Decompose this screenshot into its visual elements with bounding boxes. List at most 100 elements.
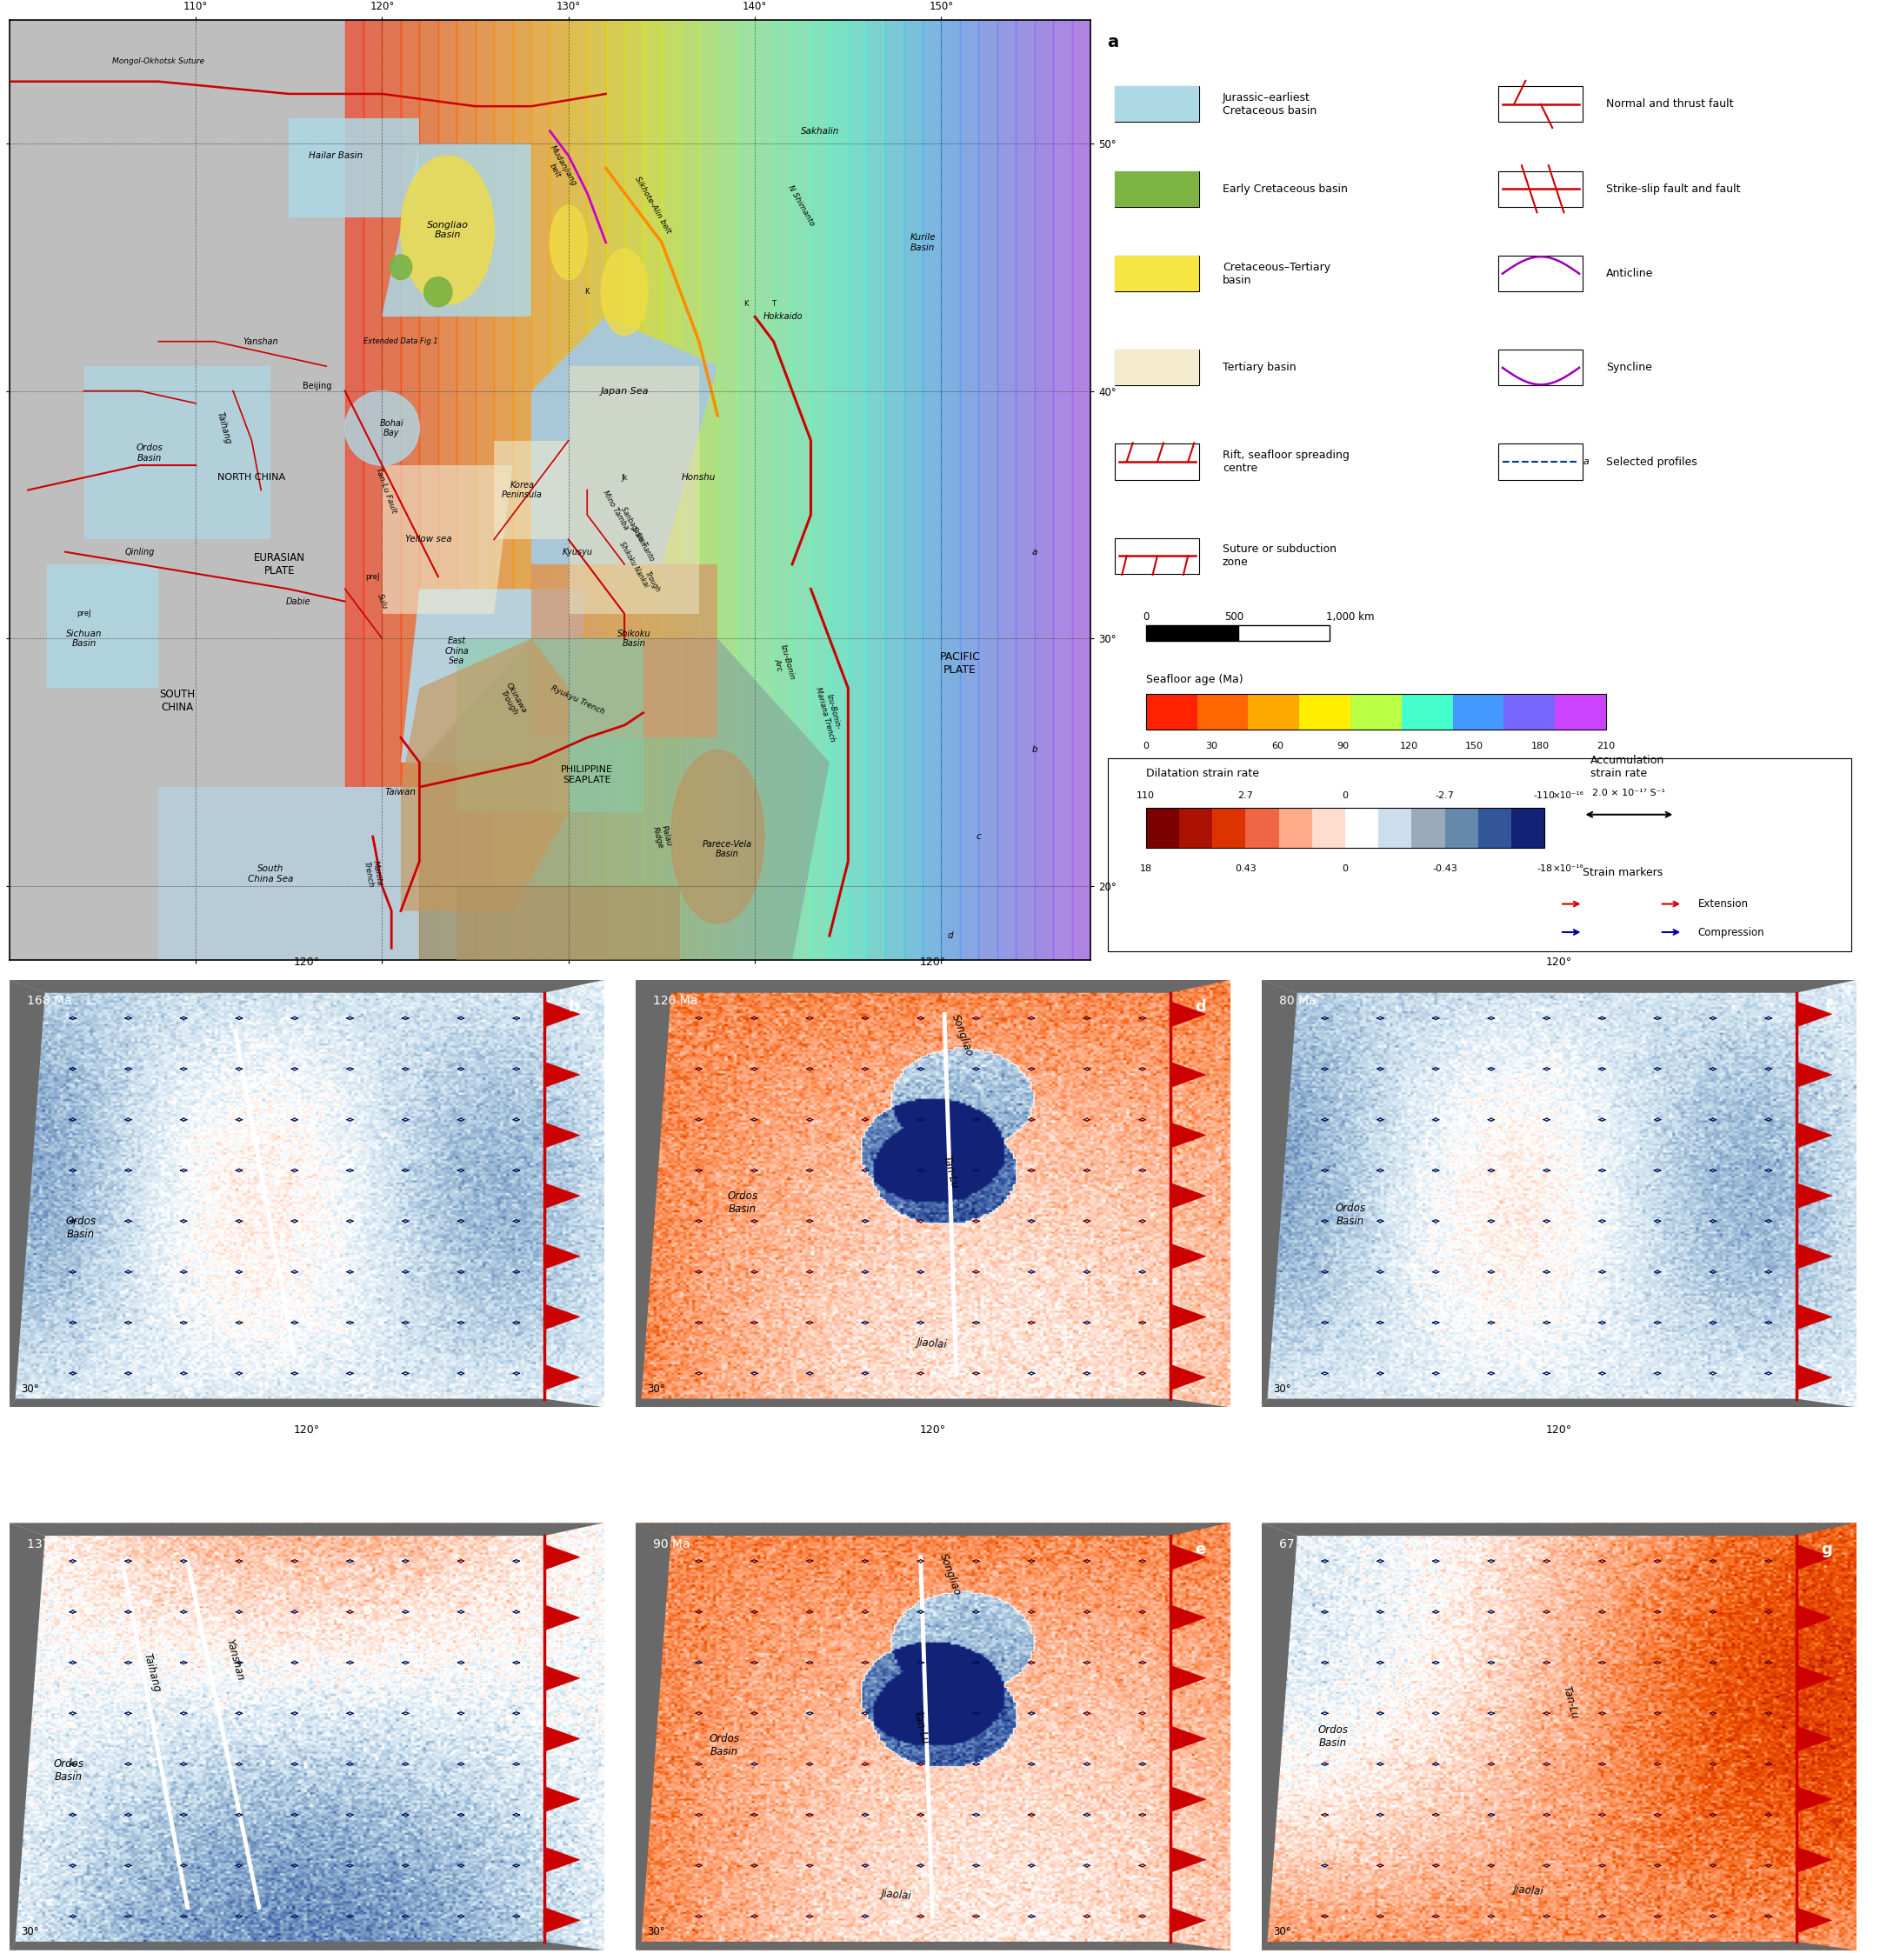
Text: -18: -18: [1536, 864, 1553, 872]
Text: Taiwan: Taiwan: [385, 788, 417, 796]
Bar: [756, 20, 773, 960]
Polygon shape: [635, 980, 671, 1407]
Polygon shape: [158, 788, 419, 960]
Text: T: T: [771, 300, 776, 308]
Text: 120°: 120°: [919, 1425, 946, 1435]
Bar: [551, 20, 568, 960]
Text: Taihang: Taihang: [214, 412, 233, 445]
Bar: [624, 20, 643, 960]
Text: Shikoku Nankai: Shikoku Nankai: [619, 541, 650, 588]
Polygon shape: [419, 639, 829, 960]
Bar: [867, 20, 885, 960]
Polygon shape: [1261, 1942, 1856, 1950]
Polygon shape: [1169, 1123, 1205, 1149]
Text: SOUTH
CHINA: SOUTH CHINA: [160, 688, 196, 713]
Text: preJ: preJ: [77, 610, 90, 617]
Polygon shape: [1169, 1303, 1205, 1329]
Text: f: f: [1825, 1000, 1831, 1015]
Text: c: c: [570, 1543, 579, 1558]
Polygon shape: [543, 1605, 579, 1631]
Bar: [1378, 808, 1412, 847]
Polygon shape: [543, 1907, 579, 1933]
Bar: [810, 20, 829, 960]
Text: PHILIPPINE
SEAPLATE: PHILIPPINE SEAPLATE: [560, 764, 613, 784]
Text: 120: 120: [1399, 741, 1418, 751]
Polygon shape: [1169, 1605, 1205, 1631]
Text: Korea
Peninsula: Korea Peninsula: [502, 480, 541, 500]
Polygon shape: [1795, 1727, 1831, 1752]
Text: g: g: [1820, 1543, 1831, 1558]
Text: Tertiary basin: Tertiary basin: [1222, 363, 1295, 372]
Ellipse shape: [551, 206, 587, 280]
Bar: [457, 20, 476, 960]
Bar: [942, 20, 961, 960]
Text: 120 Ma: 120 Ma: [652, 996, 697, 1007]
Polygon shape: [400, 590, 587, 762]
Text: Mino Tamba: Mino Tamba: [602, 488, 630, 531]
Ellipse shape: [344, 390, 419, 465]
Bar: [587, 20, 605, 960]
Bar: [1115, 443, 1199, 480]
Text: 180: 180: [1530, 741, 1549, 751]
Bar: [773, 20, 791, 960]
Bar: [438, 20, 457, 960]
Polygon shape: [543, 1062, 579, 1088]
Bar: [1248, 694, 1299, 729]
Text: 30°: 30°: [1273, 1927, 1292, 1936]
Polygon shape: [1169, 1907, 1205, 1933]
Polygon shape: [1261, 980, 1856, 994]
Polygon shape: [9, 1399, 603, 1407]
Text: Qinling: Qinling: [124, 547, 154, 557]
Text: Tan-Lu Fault: Tan-Lu Fault: [374, 466, 399, 514]
Bar: [643, 20, 662, 960]
Bar: [1115, 349, 1199, 386]
Text: Selected profiles: Selected profiles: [1606, 457, 1698, 466]
Polygon shape: [9, 980, 603, 994]
Text: 0.43: 0.43: [1235, 864, 1256, 872]
Bar: [400, 20, 419, 960]
Bar: [494, 20, 513, 960]
Bar: [1145, 625, 1237, 641]
Bar: [885, 20, 904, 960]
Bar: [904, 20, 923, 960]
Bar: [1299, 694, 1350, 729]
Text: Tan-Lu: Tan-Lu: [1560, 1684, 1581, 1721]
Polygon shape: [85, 367, 271, 539]
Polygon shape: [1169, 1544, 1205, 1570]
Polygon shape: [543, 1727, 579, 1752]
Polygon shape: [543, 1364, 579, 1390]
Bar: [681, 20, 699, 960]
Text: a: a: [1583, 457, 1589, 466]
Text: ×10⁻¹⁶: ×10⁻¹⁶: [1553, 792, 1583, 800]
Polygon shape: [1795, 1786, 1831, 1813]
Text: 110: 110: [1137, 792, 1154, 800]
Text: 67 Ma: 67 Ma: [1278, 1539, 1316, 1550]
Text: 120°: 120°: [919, 956, 946, 968]
Bar: [513, 20, 532, 960]
Text: Rift, seafloor spreading
centre: Rift, seafloor spreading centre: [1222, 449, 1350, 474]
Text: b: b: [1032, 745, 1038, 755]
Bar: [1115, 537, 1199, 574]
Polygon shape: [635, 1523, 671, 1950]
Polygon shape: [9, 1523, 45, 1950]
Text: Kyusyu: Kyusyu: [562, 547, 592, 557]
Text: Sichuan
Basin: Sichuan Basin: [66, 629, 102, 649]
Bar: [1115, 86, 1199, 122]
Polygon shape: [532, 564, 718, 737]
Polygon shape: [1169, 1062, 1205, 1088]
Polygon shape: [1169, 1666, 1205, 1691]
Bar: [1015, 20, 1034, 960]
Text: Ordos
Basin: Ordos Basin: [1335, 1203, 1365, 1227]
Polygon shape: [1795, 1605, 1831, 1631]
Text: Ordos
Basin: Ordos Basin: [1318, 1725, 1348, 1748]
Text: 60: 60: [1271, 741, 1284, 751]
Bar: [1498, 443, 1583, 480]
Ellipse shape: [389, 255, 412, 280]
Polygon shape: [543, 1184, 579, 1209]
Text: 0: 0: [1342, 792, 1348, 800]
Polygon shape: [1169, 1727, 1205, 1752]
Polygon shape: [1795, 1184, 1831, 1209]
Text: Tan-Lu: Tan-Lu: [910, 1711, 931, 1746]
Bar: [829, 20, 848, 960]
Text: Yellow sea: Yellow sea: [406, 535, 451, 543]
